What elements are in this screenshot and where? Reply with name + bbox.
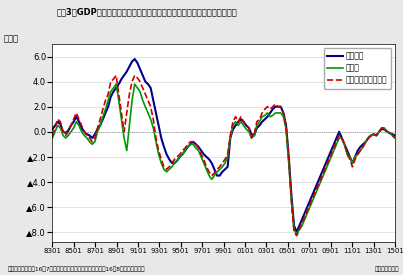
Line: 日本銀行: 日本銀行 [52,59,395,232]
日本銀行 [294,230,299,234]
ニッセイ基礎研究所 [50,134,55,137]
内閣府 [231,124,235,127]
ニッセイ基礎研究所 [114,74,118,77]
ニッセイ基礎研究所 [307,203,312,206]
内閣府 [324,168,328,171]
ニッセイ基礎研究所 [278,105,283,108]
日本銀行 [50,128,55,131]
内閣府 [114,82,118,86]
ニッセイ基礎研究所 [324,165,328,169]
Line: 内閣府: 内閣府 [52,84,395,235]
内閣府 [199,155,204,158]
ニッセイ基礎研究所 [199,153,204,156]
日本銀行 [307,199,312,202]
ニッセイ基礎研究所 [145,99,150,102]
Text: （注）日本銀行は16年7月、内閣府、ニッセイ基礎研究所は16年8月時点の推計値: （注）日本銀行は16年7月、内閣府、ニッセイ基礎研究所は16年8月時点の推計値 [8,267,145,272]
内閣府 [278,111,283,115]
ニッセイ基礎研究所 [231,120,235,123]
日本銀行 [324,161,328,165]
内閣府 [50,136,55,140]
日本銀行 [132,57,137,61]
日本銀行 [278,105,283,108]
Text: （％）: （％） [4,34,19,43]
内閣府 [294,233,299,236]
日本銀行 [145,82,150,86]
日本銀行 [393,134,397,137]
Text: 図表3　GDPギャップの推計値（日本銀行、内閣府、ニッセイ基礎研究所）: 図表3 GDPギャップの推計値（日本銀行、内閣府、ニッセイ基礎研究所） [56,7,237,16]
Text: （年・四半期）: （年・四半期） [374,267,399,272]
内閣府 [393,136,397,140]
ニッセイ基礎研究所 [294,234,299,237]
Line: ニッセイ基礎研究所: ニッセイ基礎研究所 [52,75,395,236]
内閣府 [145,111,150,115]
Legend: 日本銀行, 内閣府, ニッセイ基礎研究所: 日本銀行, 内閣府, ニッセイ基礎研究所 [324,48,391,89]
日本銀行 [199,149,204,152]
ニッセイ基礎研究所 [393,136,397,140]
内閣府 [307,205,312,208]
日本銀行 [231,128,235,131]
